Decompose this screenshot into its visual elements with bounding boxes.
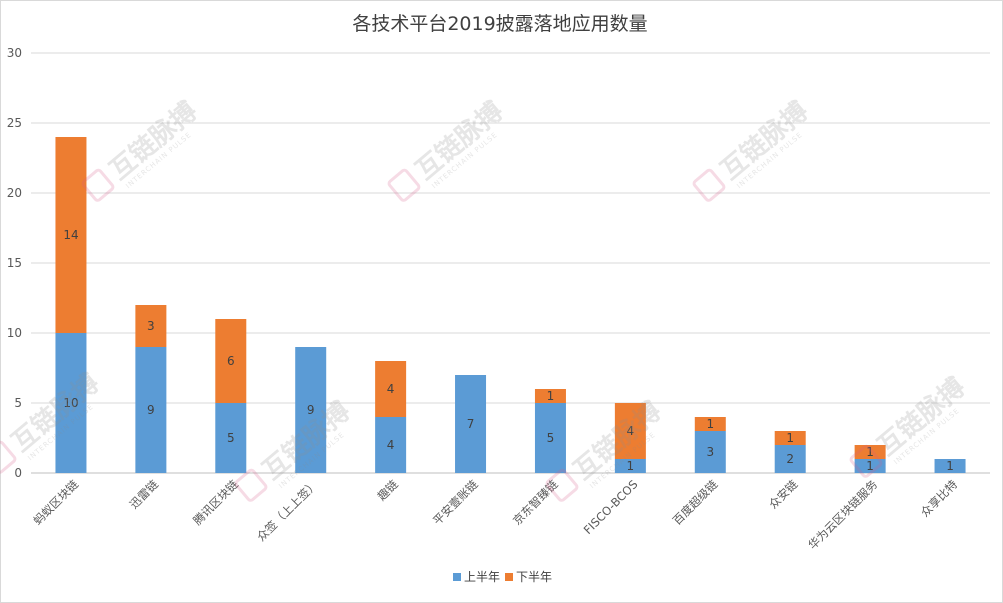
watermark-logo-icon xyxy=(545,468,579,502)
watermark-logo-icon xyxy=(692,168,726,202)
data-label: 1 xyxy=(547,389,555,403)
data-label: 14 xyxy=(63,228,78,242)
data-label: 6 xyxy=(227,354,235,368)
y-tick-label: 15 xyxy=(7,256,22,270)
gridlines xyxy=(31,52,990,474)
data-label: 9 xyxy=(307,403,315,417)
watermark-logo-icon xyxy=(234,468,268,502)
data-label: 1 xyxy=(627,459,635,473)
y-axis-ticks: 0 5 10 15 20 25 30 xyxy=(7,46,22,480)
data-label: 4 xyxy=(387,438,395,452)
data-label: 5 xyxy=(547,431,555,445)
bar-segment xyxy=(375,361,407,417)
data-label: 1 xyxy=(946,459,954,473)
bar-segment xyxy=(854,459,886,473)
y-tick-label: 10 xyxy=(7,326,22,340)
bar-segment xyxy=(455,375,487,473)
data-label: 9 xyxy=(147,403,155,417)
bar-segment xyxy=(854,445,886,459)
bar-segment xyxy=(55,137,87,333)
watermark-logo-icon xyxy=(849,444,883,478)
bar-segment xyxy=(534,389,566,403)
bar-segment xyxy=(135,347,167,473)
bar-segment xyxy=(934,459,966,473)
data-label: 1 xyxy=(706,417,714,431)
data-label: 7 xyxy=(467,417,475,431)
bar-segment xyxy=(215,319,247,403)
legend-swatch xyxy=(453,573,461,581)
legend-label: 上半年 xyxy=(464,570,500,584)
data-label: 10 xyxy=(63,396,78,410)
bar-segment xyxy=(614,403,646,459)
bar-segment xyxy=(774,445,806,473)
bar-segment xyxy=(534,403,566,473)
bar-segment xyxy=(375,417,407,473)
bar-segment xyxy=(215,403,247,473)
y-tick-label: 0 xyxy=(14,466,22,480)
legend: 上半年 下半年 xyxy=(453,570,552,584)
y-tick-label: 5 xyxy=(14,396,22,410)
y-tick-label: 30 xyxy=(7,46,22,60)
bar-segment xyxy=(55,333,87,473)
data-label: 4 xyxy=(627,424,635,438)
watermark-logo-icon xyxy=(387,168,421,202)
data-label: 1 xyxy=(866,459,874,473)
data-label: 5 xyxy=(227,431,235,445)
data-label: 3 xyxy=(147,319,155,333)
bar-segment xyxy=(135,305,167,347)
data-label: 2 xyxy=(786,452,794,466)
data-label: 1 xyxy=(866,445,874,459)
bar-segment xyxy=(614,459,646,473)
legend-label: 下半年 xyxy=(516,570,552,584)
y-tick-label: 20 xyxy=(7,186,22,200)
watermark-logo-icon xyxy=(0,440,17,474)
y-tick-label: 25 xyxy=(7,116,22,130)
bar-segment xyxy=(694,431,726,473)
data-label: 3 xyxy=(706,445,714,459)
chart-title: 各技术平台2019披露落地应用数量 xyxy=(352,13,647,35)
bars xyxy=(55,137,966,473)
bar-segment xyxy=(694,417,726,431)
data-label: 4 xyxy=(387,382,395,396)
legend-swatch xyxy=(505,573,513,581)
data-label: 1 xyxy=(786,431,794,445)
bar-segment xyxy=(774,431,806,445)
watermark-logo-icon xyxy=(81,168,115,202)
bar-segment xyxy=(295,347,327,473)
